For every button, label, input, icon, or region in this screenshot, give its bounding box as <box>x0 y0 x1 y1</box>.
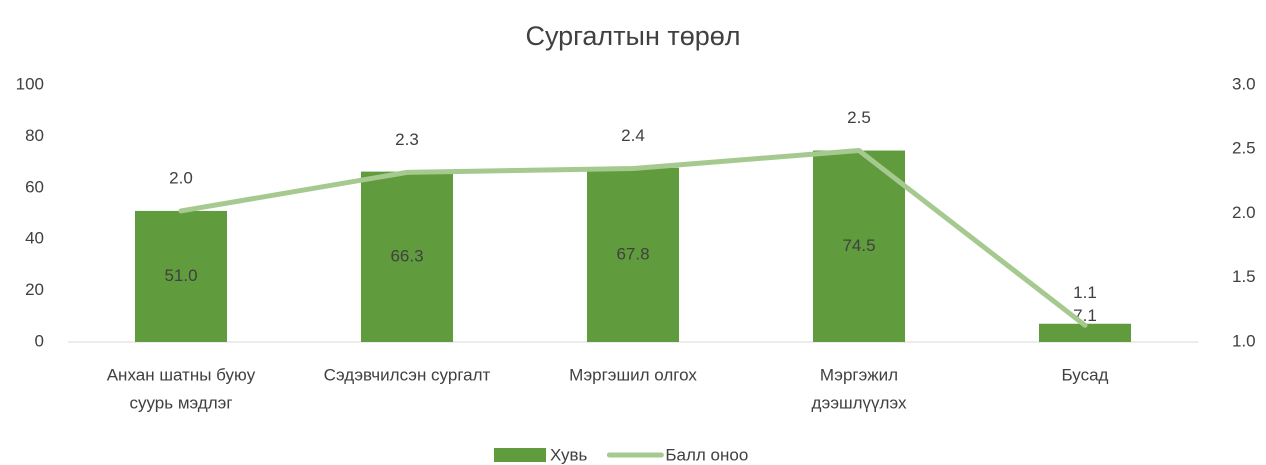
y2-tick-label: 1.0 <box>1232 331 1256 350</box>
y-tick-label: 80 <box>25 126 44 145</box>
data-label: 2.0 <box>169 168 193 187</box>
bar <box>135 210 227 342</box>
y2-tick-label: 2.0 <box>1232 203 1256 222</box>
x-tick-label: Сэдэвчилсэн сургалт <box>324 365 491 384</box>
data-label: 51.0 <box>164 266 197 285</box>
chart-title: Сургалтын төрөл <box>525 21 740 51</box>
y2-tick-label: 3.0 <box>1232 74 1256 93</box>
data-label: 1.1 <box>1073 283 1097 302</box>
y-tick-label: 100 <box>16 74 44 93</box>
x-tick-label: Мэргэжил <box>820 365 898 384</box>
data-label: 2.5 <box>847 108 871 127</box>
legend-label: Балл оноо <box>665 445 748 464</box>
bar <box>587 167 679 342</box>
x-tick-label: дээшлүүлэх <box>812 393 907 412</box>
data-label: 67.8 <box>616 244 649 263</box>
data-label: 66.3 <box>390 246 423 265</box>
legend-swatch <box>494 448 546 462</box>
x-tick-label: Мэргэшил олгох <box>569 365 697 384</box>
y2-tick-label: 1.5 <box>1232 267 1256 286</box>
x-tick-label: Бусад <box>1062 365 1109 384</box>
y-tick-label: 40 <box>25 229 44 248</box>
y-tick-label: 60 <box>25 177 44 196</box>
bar <box>1039 323 1131 342</box>
y-tick-label: 0 <box>35 331 44 350</box>
data-label: 74.5 <box>842 236 875 255</box>
legend-label: Хувь <box>550 445 587 464</box>
bar <box>361 171 453 342</box>
data-label: 2.4 <box>621 126 645 145</box>
x-tick-label: суурь мэдлэг <box>129 393 232 412</box>
bar <box>813 150 905 342</box>
data-label: 2.3 <box>395 130 419 149</box>
line <box>178 148 1088 328</box>
y2-tick-label: 2.5 <box>1232 139 1256 158</box>
x-tick-label: Анхан шатны буюу <box>107 365 256 384</box>
y-tick-label: 20 <box>25 280 44 299</box>
